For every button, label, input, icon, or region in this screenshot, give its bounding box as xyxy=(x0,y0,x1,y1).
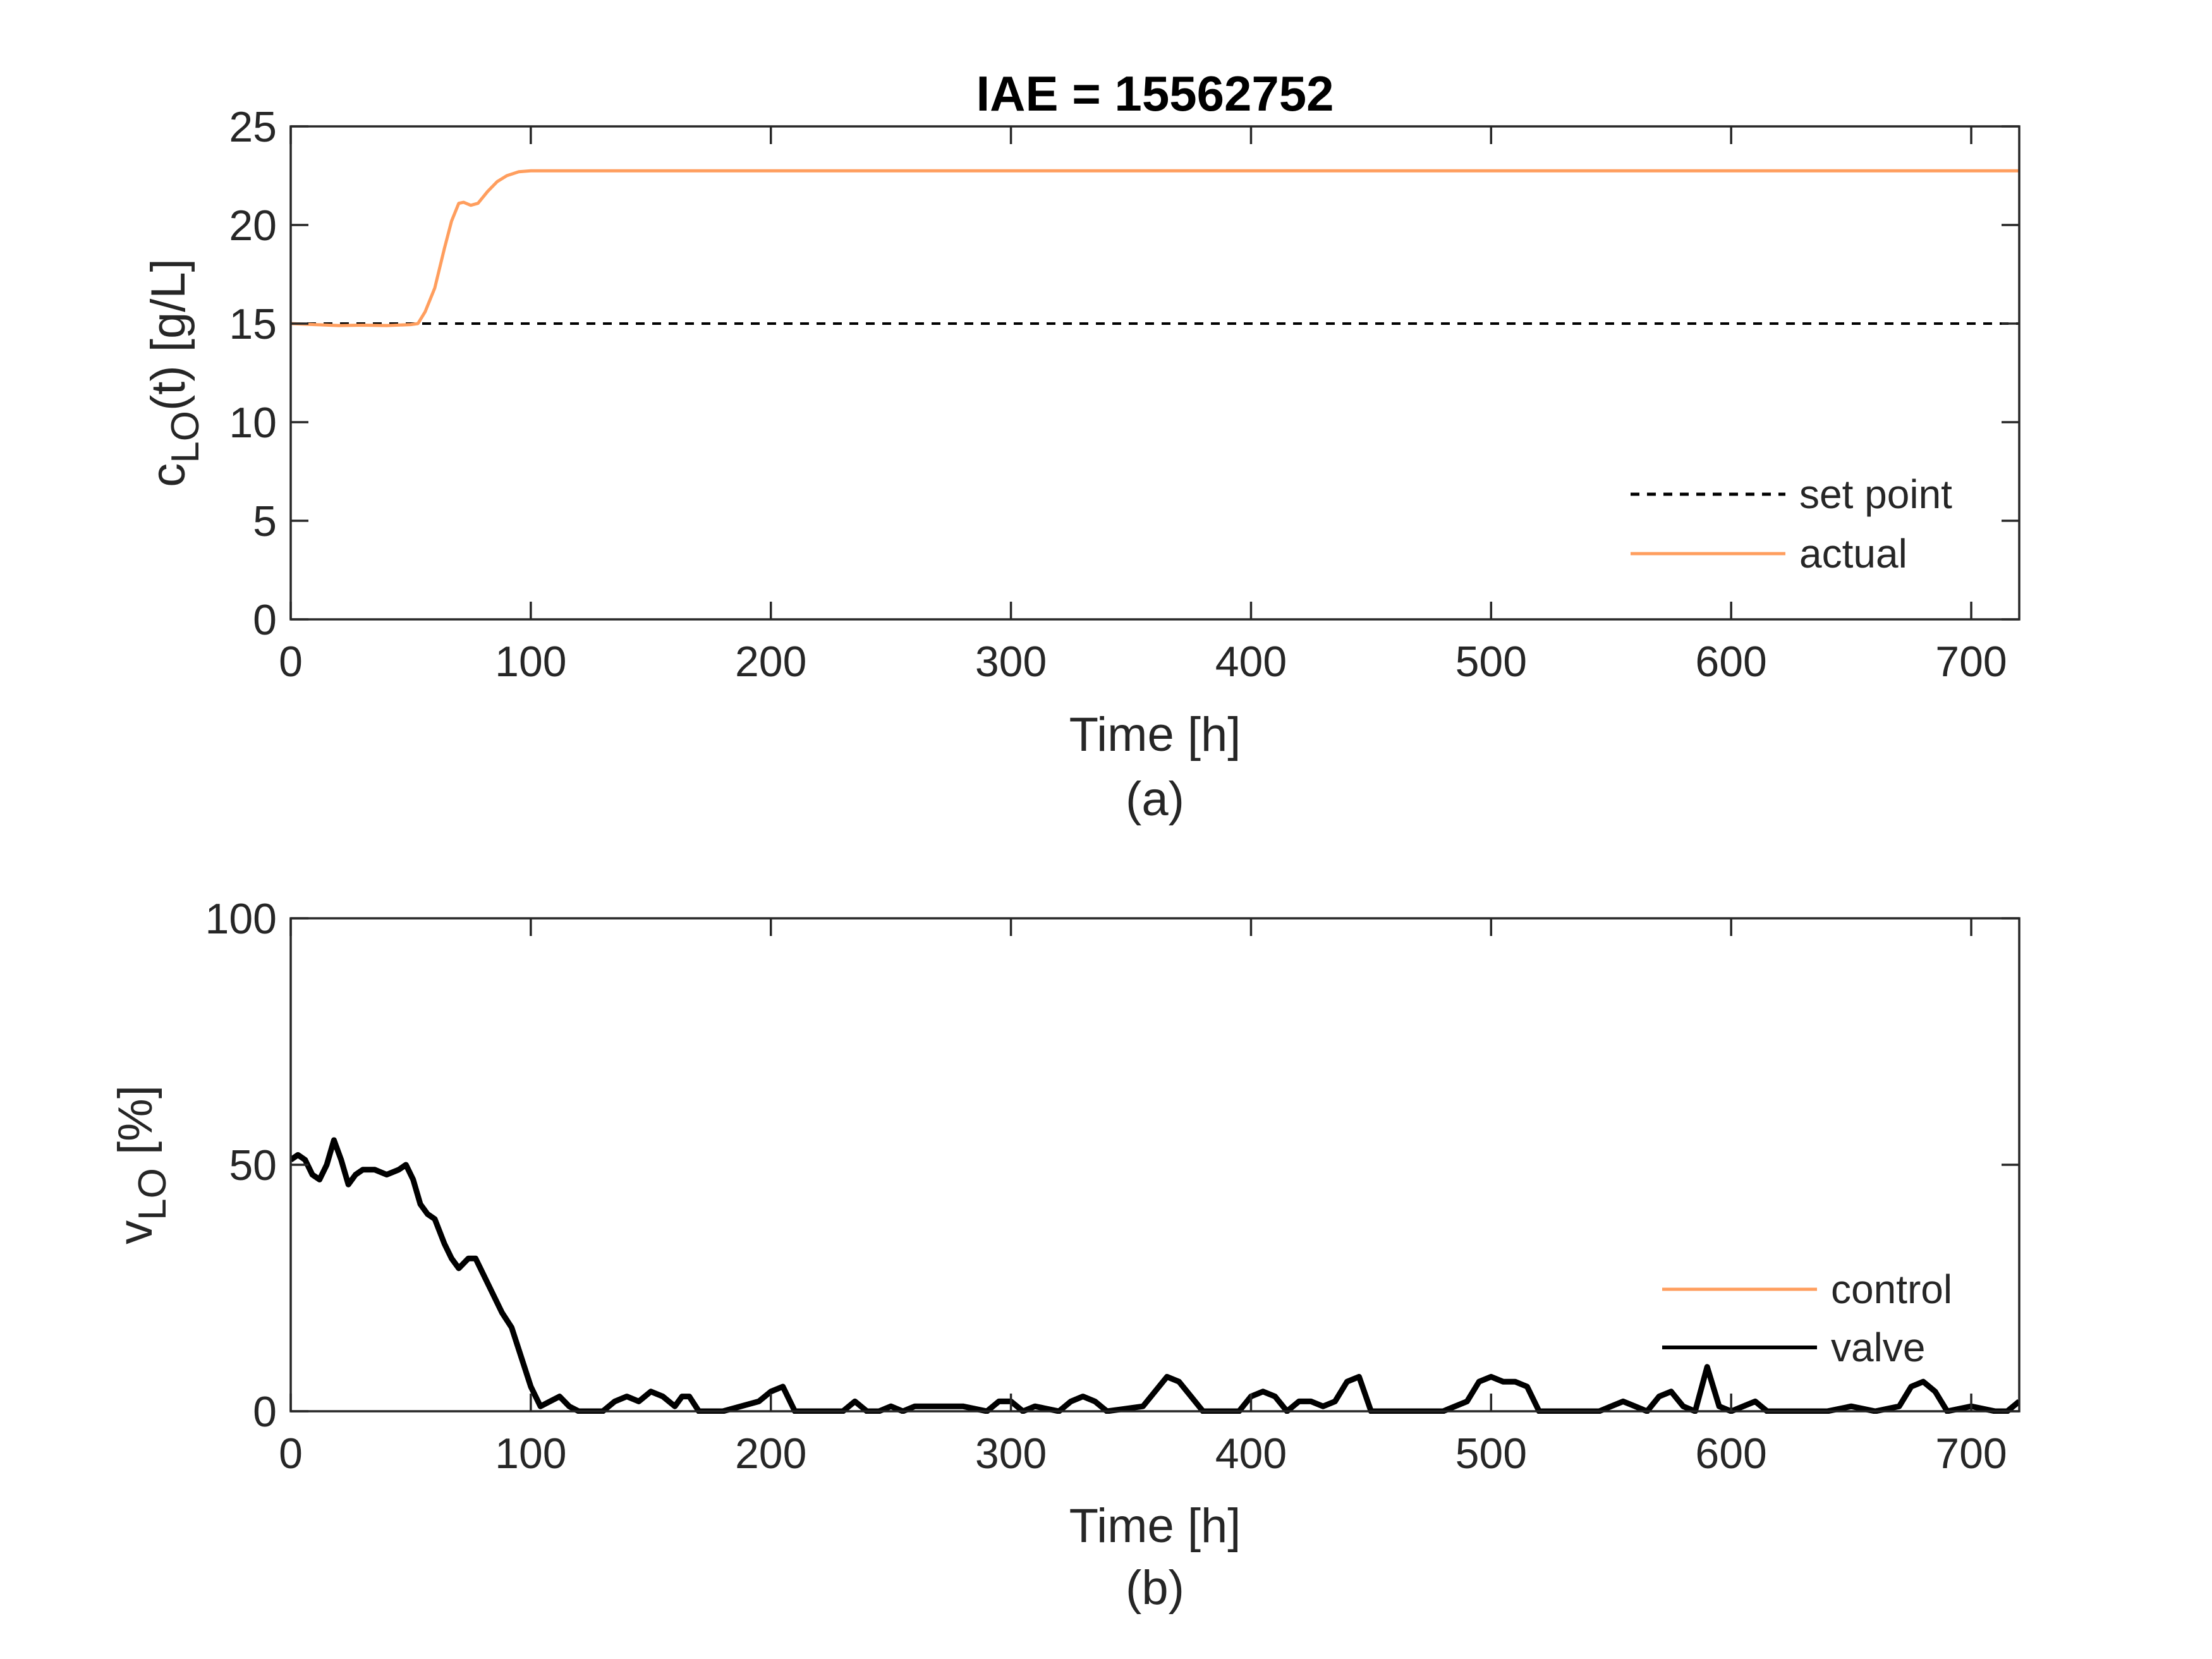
series-group xyxy=(291,169,2019,327)
x-tick-label: 600 xyxy=(1695,1430,1766,1478)
y-tick-label: 50 xyxy=(229,1141,277,1189)
x-tick-label: 600 xyxy=(1695,638,1766,686)
x-tick-label: 200 xyxy=(735,638,806,686)
x-tick-label: 300 xyxy=(975,1430,1047,1478)
y-tick-label: 10 xyxy=(229,399,277,447)
x-tick-label: 400 xyxy=(1215,638,1287,686)
y-tick-label: 15 xyxy=(229,300,277,348)
panel-caption: (a) xyxy=(1126,772,1184,826)
y-tick-label: 5 xyxy=(253,497,277,545)
x-tick-label: 500 xyxy=(1455,638,1527,686)
series-line-valve xyxy=(291,1137,2019,1414)
y-axis-label: cLO(t) [g/L] xyxy=(142,258,207,487)
panel-a: 0 100 200 300 400 500 600 700 0 5 10 15 20 25 IAE = 15… xyxy=(142,66,2021,826)
panel-b: 0 100 200 300 400 500 600 700 0 50 100 Time [h] (b) v… xyxy=(109,895,2021,1615)
y-tick-label: 100 xyxy=(205,895,277,943)
x-tick-label: 700 xyxy=(1935,638,2007,686)
x-tick-label: 700 xyxy=(1935,1430,2007,1478)
y-tick-label: 25 xyxy=(229,103,277,151)
legend: control valve xyxy=(1662,1267,1952,1370)
x-tick-label: 100 xyxy=(495,1430,566,1478)
y-tick-label: 20 xyxy=(229,202,277,250)
x-tick-label: 400 xyxy=(1215,1430,1287,1478)
legend-label-set-point: set point xyxy=(1799,471,1952,517)
legend-label-valve: valve xyxy=(1831,1325,1925,1370)
y-tick-label: 0 xyxy=(253,596,277,644)
axes-box xyxy=(289,917,2021,1413)
x-tick-label: 500 xyxy=(1455,1430,1527,1478)
legend-label-control: control xyxy=(1831,1267,1952,1312)
legend-label-actual: actual xyxy=(1799,531,1907,576)
legend: set point actual xyxy=(1631,471,1952,576)
y-axis-label: vLO [%] xyxy=(109,1085,174,1244)
y-tick-label: 0 xyxy=(253,1388,277,1436)
x-tick-label: 0 xyxy=(279,638,303,686)
x-tick-label: 300 xyxy=(975,638,1047,686)
panel-caption: (b) xyxy=(1126,1561,1184,1615)
chart-title: IAE = 15562752 xyxy=(976,66,1334,121)
x-axis-label: Time [h] xyxy=(1069,1499,1241,1553)
series-group xyxy=(291,1137,2019,1414)
x-tick-label: 100 xyxy=(495,638,566,686)
series-line-actual xyxy=(291,169,2019,327)
axes-box xyxy=(289,125,2021,621)
x-tick-label: 200 xyxy=(735,1430,806,1478)
x-axis-label: Time [h] xyxy=(1069,708,1241,762)
x-tick-label: 0 xyxy=(279,1430,303,1478)
